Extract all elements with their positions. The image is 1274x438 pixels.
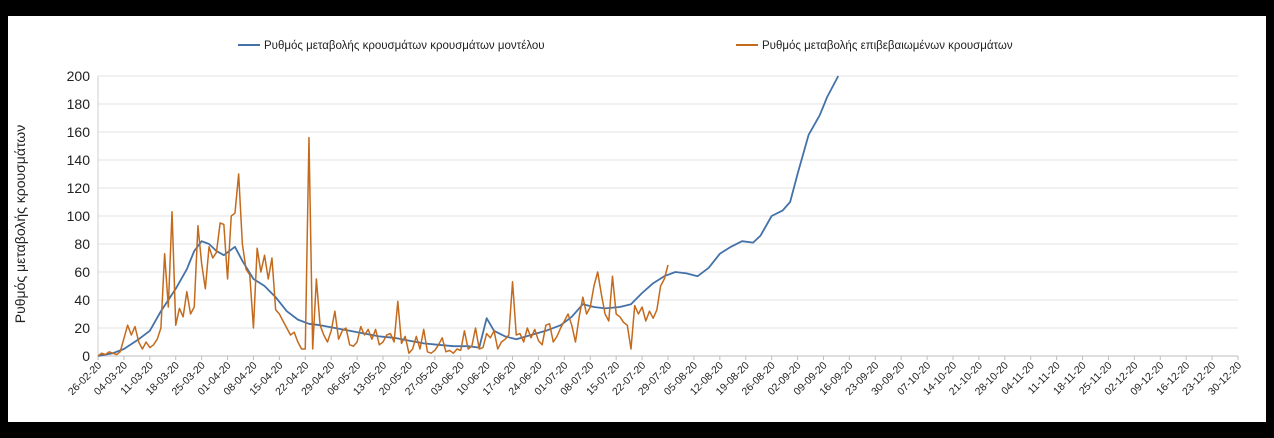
series-line-confirmed xyxy=(97,136,669,357)
y-tick-label: 160 xyxy=(67,124,91,140)
series-lines xyxy=(97,75,840,357)
y-tick-label: 40 xyxy=(74,292,90,308)
y-tick-label: 80 xyxy=(74,236,90,252)
y-tick-label: 0 xyxy=(82,348,90,364)
y-tick-label: 20 xyxy=(74,320,90,336)
y-tick-label: 140 xyxy=(67,152,91,168)
y-axis-title: Ρυθμός μεταβολής κρουσμάτων xyxy=(12,125,28,323)
y-tick-label: 120 xyxy=(67,180,91,196)
y-tick-labels: 0 20 40 60 80 100 120 140 160 180 200 xyxy=(67,68,91,364)
x-tick-labels: 26-02-2004-03-2011-03-2018-03-2025-03-20… xyxy=(66,360,1244,398)
chart-panel: 0 20 40 60 80 100 120 140 160 180 200 26-02-20 04-0… xyxy=(8,16,1266,422)
grid-lines xyxy=(98,75,1238,329)
legend: Ρυθμός μεταβολής κρουσμάτων κρουσμάτων μ… xyxy=(238,40,1013,52)
line-chart: 0 20 40 60 80 100 120 140 160 180 200 26-02-2004-0… xyxy=(12,40,1244,398)
legend-label-model: Ρυθμός μεταβολής κρουσμάτων κρουσμάτων μ… xyxy=(264,40,545,52)
y-tick-label: 100 xyxy=(67,208,91,224)
y-tick-label: 200 xyxy=(67,68,91,84)
y-tick-label: 180 xyxy=(67,96,91,112)
legend-label-confirmed: Ρυθμός μεταβολής επιβεβαιωμένων κρουσμάτ… xyxy=(762,40,1013,52)
axes xyxy=(97,76,1239,360)
y-tick-label: 60 xyxy=(74,264,90,280)
series-line-model xyxy=(97,75,840,357)
